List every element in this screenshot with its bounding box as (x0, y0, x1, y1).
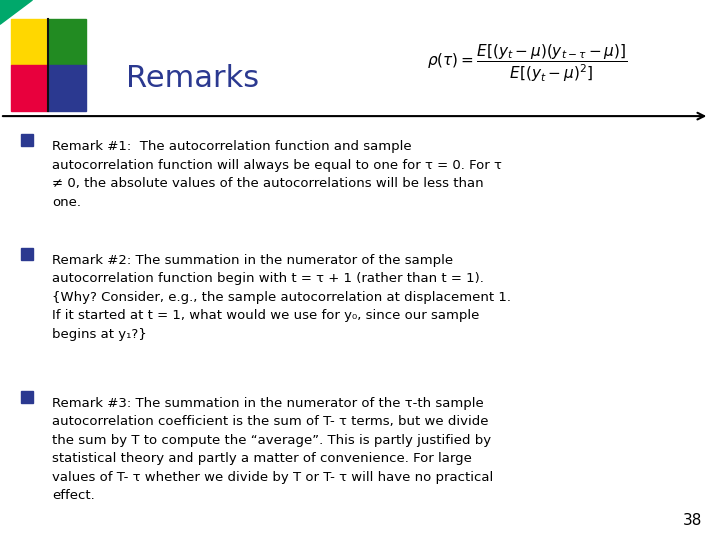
Text: $\rho(\tau) = \dfrac{E[(y_t - \mu)(y_{t-\tau} - \mu)]}{E[(y_t - \mu)^2]}$: $\rho(\tau) = \dfrac{E[(y_t - \mu)(y_{t-… (427, 43, 628, 84)
Text: Remark #1:  The autocorrelation function and sample
autocorrelation function wil: Remark #1: The autocorrelation function … (52, 140, 502, 209)
Bar (48, 65, 86, 111)
Text: Remark #3: The summation in the numerator of the τ-th sample
autocorrelation coe: Remark #3: The summation in the numerato… (52, 397, 493, 502)
Bar (48, 19, 86, 65)
Polygon shape (0, 0, 32, 24)
Text: Remark #2: The summation in the numerator of the sample
autocorrelation function: Remark #2: The summation in the numerato… (52, 254, 511, 341)
Bar (11, 65, 48, 111)
Text: 38: 38 (683, 513, 702, 528)
Bar (11, 19, 48, 65)
Text: Remarks: Remarks (126, 64, 259, 93)
